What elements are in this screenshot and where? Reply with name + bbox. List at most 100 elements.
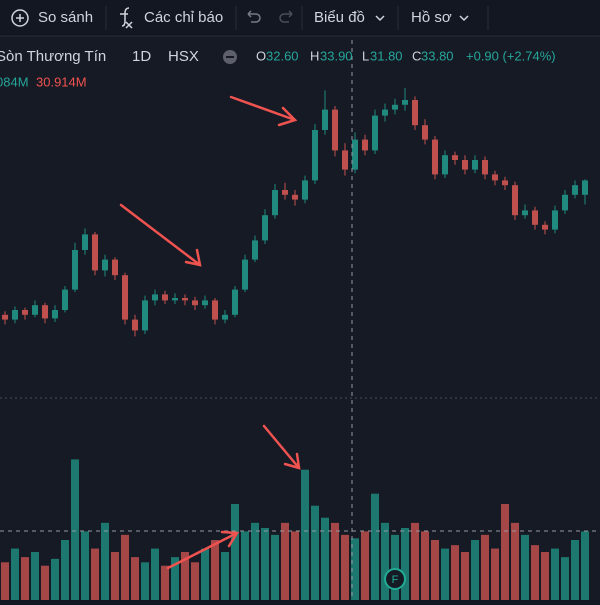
volume-bar — [181, 552, 189, 600]
volume-bar — [501, 504, 509, 600]
volume-bar — [401, 528, 409, 600]
candle-body — [42, 305, 48, 319]
indicators-icon — [120, 7, 133, 29]
volume-bar — [511, 522, 519, 600]
volume-bar — [241, 531, 249, 600]
candle-body — [82, 234, 88, 250]
candle-body — [62, 289, 68, 310]
volume-bar — [481, 534, 489, 600]
volume-bar — [281, 522, 289, 600]
candle-body — [322, 109, 328, 130]
volume-bar — [321, 517, 329, 600]
candle-body — [382, 109, 388, 116]
volume-bar — [261, 528, 269, 600]
compare-icon — [11, 9, 29, 27]
symbol-name[interactable]: Sòn Thương Tín — [0, 48, 106, 65]
candle-body — [2, 314, 8, 320]
volume-bar — [1, 562, 9, 600]
candle-body — [302, 180, 308, 200]
volume-bar — [81, 531, 89, 600]
candle-body — [402, 100, 408, 105]
undo-button[interactable] — [247, 10, 261, 23]
low-label: L — [362, 48, 369, 63]
candle-body — [162, 294, 168, 301]
volume-bar — [431, 540, 439, 600]
low-value: 31.80 — [370, 48, 403, 63]
candle-body — [272, 190, 278, 216]
candle-body — [52, 310, 58, 319]
volume-bar — [491, 548, 499, 600]
profile-button[interactable]: Hồ sơ — [411, 9, 452, 26]
chart-marks — [1, 88, 589, 600]
open-value: 32.60 — [266, 48, 299, 63]
candle-body — [532, 210, 538, 225]
volume-bar — [271, 534, 279, 600]
volume-bar — [541, 552, 549, 600]
candle-body — [392, 104, 398, 110]
candle-body — [132, 319, 138, 331]
candle-body — [562, 194, 568, 211]
candle-body — [452, 155, 458, 160]
candle-body — [492, 174, 498, 181]
event-marker[interactable] — [384, 568, 406, 590]
candle-body — [92, 234, 98, 271]
indicators-button[interactable]: Các chỉ báo — [144, 9, 223, 26]
change-value: +0.90 (+2.74%) — [466, 48, 556, 63]
redo-button[interactable] — [279, 10, 293, 23]
compare-button[interactable]: So sánh — [38, 9, 93, 26]
close-label: C — [412, 48, 421, 63]
chevron — [375, 15, 385, 22]
annotation-arrow — [119, 203, 202, 267]
volume-bar — [171, 557, 179, 600]
exchange: HSX — [168, 48, 199, 65]
candle-body — [552, 210, 558, 230]
candle-body — [202, 300, 208, 306]
candle-body — [232, 289, 238, 315]
candle-body — [372, 115, 378, 151]
candle-body — [342, 150, 348, 170]
volume-bar — [371, 493, 379, 600]
candle-body — [102, 259, 108, 271]
volume-bar — [311, 505, 319, 600]
volume-bar — [141, 562, 149, 600]
volume-bar — [61, 540, 69, 600]
chart-menu-button[interactable]: Biểu đồ — [314, 9, 365, 26]
annotation-arrow — [262, 424, 301, 470]
candle-body — [112, 259, 118, 276]
volume-bar — [551, 548, 559, 600]
candle-body — [172, 298, 178, 301]
candle-body — [282, 190, 288, 195]
candle-body — [432, 139, 438, 175]
volume-bar — [411, 522, 419, 600]
volume-bar — [251, 522, 259, 600]
volume-bar — [161, 565, 169, 600]
volume-bar — [11, 548, 19, 600]
volume-bar — [341, 534, 349, 600]
close-value: 33.80 — [421, 48, 454, 63]
volume-bar — [101, 522, 109, 600]
volume-bar — [381, 522, 389, 600]
chevron — [459, 15, 469, 22]
candle-body — [572, 185, 578, 195]
volume-value: 084M — [0, 74, 29, 89]
volume-bar — [361, 531, 369, 600]
candle-body — [522, 210, 528, 216]
candle-body — [32, 305, 38, 315]
volume-bar — [51, 558, 59, 600]
high-label: H — [310, 48, 319, 63]
volume-bar — [191, 562, 199, 600]
volume-bar — [451, 545, 459, 600]
candle-body — [362, 139, 368, 151]
annotation-arrow — [229, 95, 298, 127]
candle-body — [222, 314, 228, 320]
volume-bar — [291, 531, 299, 600]
candle-body — [152, 294, 158, 301]
candle-body — [242, 259, 248, 290]
volume-bar — [91, 548, 99, 600]
candle-body — [22, 310, 28, 315]
candle-body — [422, 125, 428, 140]
volume-bar — [391, 534, 399, 600]
candle-body — [212, 300, 218, 320]
